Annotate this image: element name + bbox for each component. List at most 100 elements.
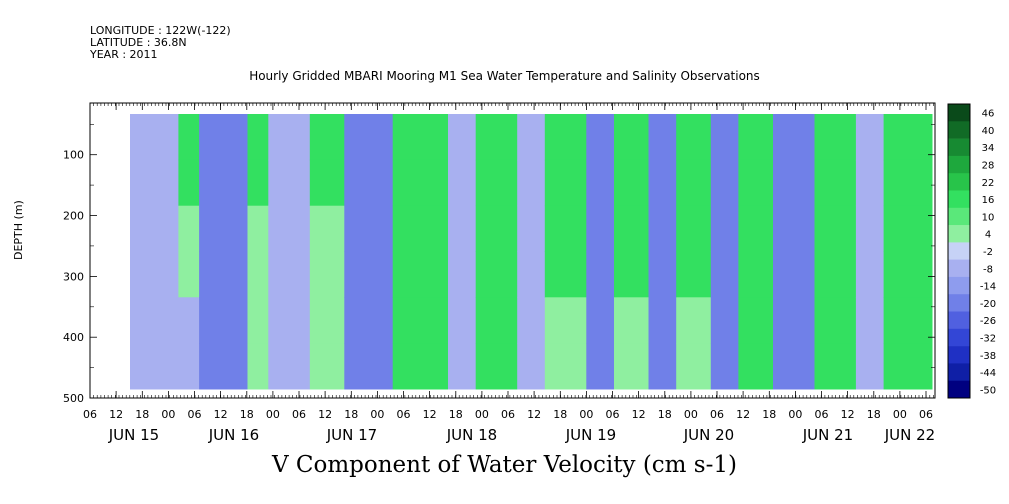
colorbar-level-label: 28 [982,161,995,172]
heatmap-cell [544,114,587,161]
heatmap-cell [344,159,394,207]
heatmap-cell [475,114,518,161]
colorbar-level-label: 46 [982,109,995,120]
colorbar-segment [948,276,970,295]
heatmap-cell [199,114,248,161]
heatmap-cell [309,159,345,207]
heatmap-cell [309,251,345,298]
heatmap-cell [247,251,269,298]
heatmap-cell [648,297,677,344]
heatmap-cell [130,251,179,298]
y-tick-label: 400 [63,331,84,344]
colorbar-segment [948,380,970,399]
colorbar-level-label: -44 [980,368,996,379]
heatmap-cell [247,343,269,390]
x-hour-tick-label: 12 [736,408,750,421]
colorbar-segment [948,328,970,347]
heatmap-cell [773,343,815,390]
x-hour-tick-label: 00 [161,408,175,421]
heatmap-cell [392,159,449,207]
x-day-label: JUN 19 [565,426,616,444]
heatmap-cell [883,114,933,161]
heatmap-cell [773,251,815,298]
heatmap-cell [268,251,311,298]
colorbar-level-label: -26 [980,316,996,327]
x-day-label: JUN 20 [683,426,734,444]
heatmap-cell [448,343,477,390]
heatmap-cell [586,297,615,344]
heatmap-cell [475,159,518,207]
colorbar-level-label: 40 [982,126,995,137]
y-tick-label: 500 [63,392,84,405]
colorbar-segment [948,311,970,330]
heatmap-cell [392,297,449,344]
colorbar-segment [948,190,970,209]
heatmap-cell [475,251,518,298]
heatmap-cell [130,343,179,390]
heatmap-cell [475,297,518,344]
x-hour-tick-label: 06 [815,408,829,421]
heatmap-cell [883,251,933,298]
heatmap-cell [392,205,449,252]
heatmap-cell [392,343,449,390]
colorbar-level-label: -50 [980,385,996,396]
heatmap-cell [544,343,587,390]
heatmap-cell [247,297,269,344]
colorbar-level-label: 10 [982,212,995,223]
heatmap-cell [448,114,477,161]
heatmap-cell [268,159,311,207]
colorbar-level-label: 34 [982,143,995,154]
latitude-label: LATITUDE : 36.8N [90,36,187,49]
heatmap-cell [247,114,269,161]
x-hour-tick-label: 06 [606,408,620,421]
heatmap-cell [814,297,857,344]
heatmap-cell [586,251,615,298]
heatmap-cell [586,343,615,390]
x-hour-tick-label: 00 [579,408,593,421]
heatmap-cell [344,251,394,298]
x-hour-tick-label: 18 [449,408,463,421]
heatmap-cell [517,114,546,161]
heatmap-cell [199,205,248,252]
heatmap-cell [710,159,739,207]
heatmap-cell [268,114,311,161]
heatmap-cell [586,159,615,207]
heatmap-cell [883,205,933,252]
heatmap-cell [814,159,857,207]
x-hour-tick-label: 00 [788,408,802,421]
heatmap-cell [178,205,200,252]
heatmap-cell [130,205,179,252]
colorbar-segment [948,155,970,174]
heatmap-cell [309,114,345,161]
colorbar-segment [948,259,970,278]
heatmap-cell [199,251,248,298]
heatmap-cell [738,251,774,298]
heatmap-cell [517,251,546,298]
heatmap-cell [309,343,345,390]
heatmap-cell [855,114,885,161]
heatmap-cell [344,114,394,161]
heatmap-cell [268,297,311,344]
heatmap-cell [710,251,739,298]
heatmap-cell [344,343,394,390]
colorbar-segment [948,104,970,122]
heatmap-cell [738,343,774,390]
heatmap-cell [676,343,712,390]
heatmap-cell [517,159,546,207]
heatmap-cell [855,159,885,207]
heatmap-cell [614,205,650,252]
x-hour-tick-label: 00 [370,408,384,421]
heatmap-cell [309,205,345,252]
x-hour-tick-label: 18 [658,408,672,421]
heatmap-cell [614,159,650,207]
heatmap-cell [178,114,200,161]
x-day-label: JUN 16 [208,426,259,444]
x-hour-tick-label: 06 [501,408,515,421]
year-label: YEAR : 2011 [90,48,158,61]
x-hour-tick-label: 12 [632,408,646,421]
heatmap-cell [614,297,650,344]
x-hour-tick-label: 18 [135,408,149,421]
x-hour-tick-label: 12 [109,408,123,421]
heatmap-cell [614,343,650,390]
